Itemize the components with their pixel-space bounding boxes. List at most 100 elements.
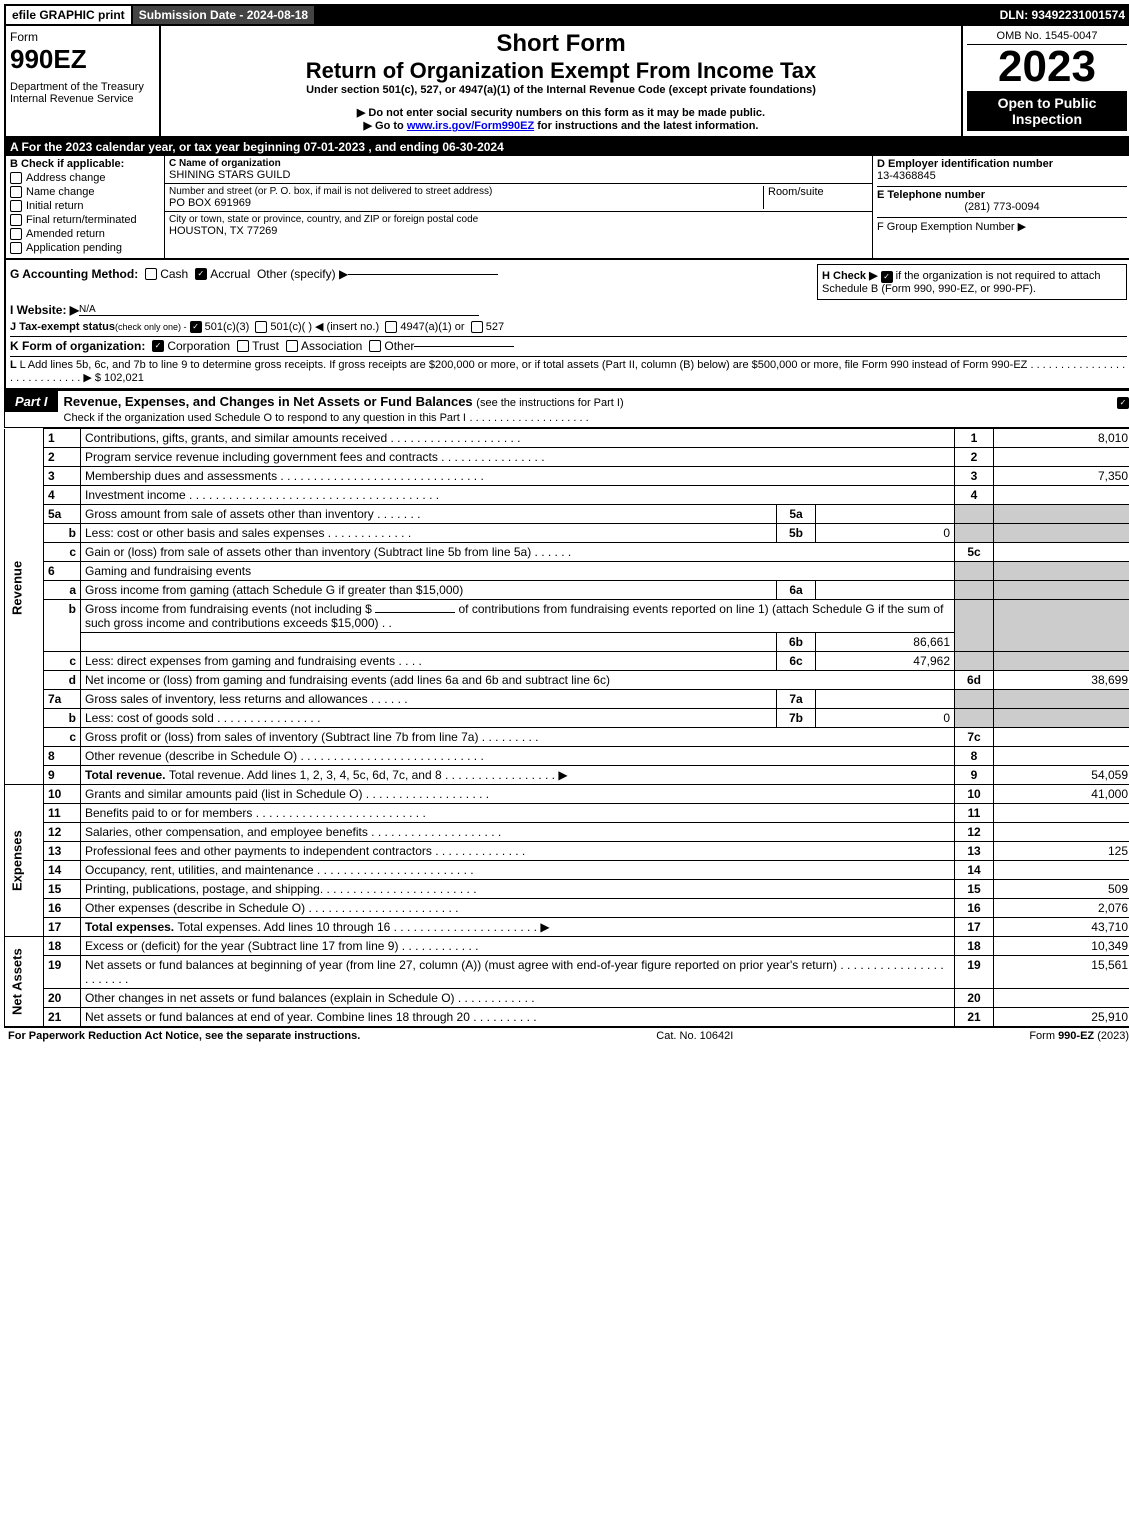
shaded-cell bbox=[955, 524, 994, 543]
check-label: Amended return bbox=[26, 228, 105, 240]
check-pending[interactable]: Application pending bbox=[10, 242, 160, 254]
line-num: 18 bbox=[44, 937, 81, 956]
check-address-change[interactable]: Address change bbox=[10, 172, 160, 184]
line-num: 10 bbox=[44, 785, 81, 804]
box-d: D Employer identification number 13-4368… bbox=[872, 156, 1129, 258]
checkbox-icon[interactable] bbox=[145, 268, 157, 280]
check-name-change[interactable]: Name change bbox=[10, 186, 160, 198]
shaded-cell bbox=[994, 562, 1129, 581]
col-val bbox=[994, 804, 1129, 823]
page-footer: For Paperwork Reduction Act Notice, see … bbox=[4, 1027, 1129, 1044]
j-sub: (check only one) - bbox=[115, 322, 187, 332]
shaded-cell bbox=[955, 562, 994, 581]
checkbox-icon[interactable] bbox=[369, 340, 381, 352]
table-row: 17 Total expenses. Total expenses. Add l… bbox=[5, 918, 1129, 937]
header-left: Form 990EZ Department of the Treasury In… bbox=[6, 26, 161, 136]
col-val bbox=[994, 823, 1129, 842]
col-num: 3 bbox=[955, 467, 994, 486]
check-initial-return[interactable]: Initial return bbox=[10, 200, 160, 212]
col-num: 8 bbox=[955, 747, 994, 766]
table-row: 20 Other changes in net assets or fund b… bbox=[5, 989, 1129, 1008]
open-public-badge: Open to Public Inspection bbox=[967, 91, 1127, 131]
checkbox-icon[interactable] bbox=[255, 321, 267, 333]
col-num: 5c bbox=[955, 543, 994, 562]
checkbox-checked-icon[interactable]: ✓ bbox=[195, 268, 207, 280]
checkbox-icon[interactable] bbox=[385, 321, 397, 333]
table-row: 15 Printing, publications, postage, and … bbox=[5, 880, 1129, 899]
col-num: 18 bbox=[955, 937, 994, 956]
line-desc: Salaries, other compensation, and employ… bbox=[81, 823, 955, 842]
col-num: 9 bbox=[955, 766, 994, 785]
g-cash: Cash bbox=[160, 267, 188, 281]
blank-input[interactable] bbox=[375, 612, 455, 613]
g-accrual: Accrual bbox=[210, 267, 250, 281]
table-row: 5a Gross amount from sale of assets othe… bbox=[5, 505, 1129, 524]
line-desc: Gain or (loss) from sale of assets other… bbox=[81, 543, 955, 562]
box-h: H Check ▶ ✓ if the organization is not r… bbox=[817, 264, 1127, 300]
part1-title: Revenue, Expenses, and Changes in Net As… bbox=[58, 391, 1114, 427]
line-desc: Net assets or fund balances at beginning… bbox=[81, 956, 955, 989]
check-final-return[interactable]: Final return/terminated bbox=[10, 214, 160, 226]
col-val: 10,349 bbox=[994, 937, 1129, 956]
col-val bbox=[994, 543, 1129, 562]
table-row: 11 Benefits paid to or for members . . .… bbox=[5, 804, 1129, 823]
table-row: 4 Investment income . . . . . . . . . . … bbox=[5, 486, 1129, 505]
line-desc: Other changes in net assets or fund bala… bbox=[81, 989, 955, 1008]
line-desc: Net income or (loss) from gaming and fun… bbox=[81, 671, 955, 690]
city-value: HOUSTON, TX 77269 bbox=[169, 225, 868, 237]
row-i: I Website: ▶ N/A bbox=[10, 303, 1127, 317]
mini-num: 5b bbox=[777, 524, 816, 543]
checkbox-icon[interactable] bbox=[471, 321, 483, 333]
row-l: L L Add lines 5b, 6c, and 7b to line 9 t… bbox=[10, 356, 1127, 384]
tax-year: 2023 bbox=[967, 45, 1127, 89]
g-other: Other (specify) ▶ bbox=[257, 267, 348, 281]
line-num: 15 bbox=[44, 880, 81, 899]
col-val bbox=[994, 448, 1129, 467]
check-label: Address change bbox=[26, 172, 106, 184]
part1-checkbox[interactable]: ✓ bbox=[1114, 391, 1129, 412]
checkbox-checked-icon[interactable]: ✓ bbox=[190, 321, 202, 333]
line-desc: Gross income from fundraising events (no… bbox=[81, 600, 955, 633]
line-desc: Benefits paid to or for members . . . . … bbox=[81, 804, 955, 823]
part1-dots: . . . . . . . . . . . . . . . . . . . . bbox=[470, 412, 589, 424]
k-corp: Corporation bbox=[167, 339, 230, 353]
checkbox-icon[interactable] bbox=[286, 340, 298, 352]
shaded-cell bbox=[994, 652, 1129, 671]
ein: 13-4368845 bbox=[877, 170, 1127, 182]
section-a-bar: A For the 2023 calendar year, or tax yea… bbox=[4, 138, 1129, 156]
line-num: 6 bbox=[44, 562, 81, 581]
line-num: 14 bbox=[44, 861, 81, 880]
col-val: 125 bbox=[994, 842, 1129, 861]
efile-label[interactable]: efile GRAPHIC print bbox=[6, 6, 133, 24]
checkbox-checked-icon[interactable]: ✓ bbox=[881, 271, 893, 283]
checkbox-icon[interactable] bbox=[237, 340, 249, 352]
goto-suffix: for instructions and the latest informat… bbox=[534, 120, 758, 132]
mini-val: 47,962 bbox=[816, 652, 955, 671]
col-num: 11 bbox=[955, 804, 994, 823]
mini-num: 7a bbox=[777, 690, 816, 709]
line-desc: Investment income . . . . . . . . . . . … bbox=[81, 486, 955, 505]
desc-inner: Total expenses. Add lines 10 through 16 … bbox=[177, 920, 549, 934]
line-desc: Other revenue (describe in Schedule O) .… bbox=[81, 747, 955, 766]
goto-link[interactable]: www.irs.gov/Form990EZ bbox=[407, 120, 534, 132]
checkbox-checked-icon[interactable]: ✓ bbox=[152, 340, 164, 352]
mini-val bbox=[816, 581, 955, 600]
line-num: b bbox=[44, 524, 81, 543]
g-other-input[interactable] bbox=[348, 274, 498, 275]
line-desc: Less: direct expenses from gaming and fu… bbox=[81, 652, 777, 671]
desc-inner: Total revenue. Add lines 1, 2, 3, 4, 5c,… bbox=[169, 768, 568, 782]
col-val: 43,710 bbox=[994, 918, 1129, 937]
col-num: 14 bbox=[955, 861, 994, 880]
line-num: 16 bbox=[44, 899, 81, 918]
col-num: 21 bbox=[955, 1008, 994, 1027]
table-row: 9 Total revenue. Total revenue. Add line… bbox=[5, 766, 1129, 785]
header-center: Short Form Return of Organization Exempt… bbox=[161, 26, 961, 136]
mini-num: 7b bbox=[777, 709, 816, 728]
c-label: C Name of organization bbox=[169, 158, 868, 169]
k-other-input[interactable] bbox=[414, 346, 514, 347]
check-amended[interactable]: Amended return bbox=[10, 228, 160, 240]
city-label: City or town, state or province, country… bbox=[169, 214, 868, 225]
col-val: 25,910 bbox=[994, 1008, 1129, 1027]
box-b-title: B Check if applicable: bbox=[10, 158, 160, 170]
line-num: 4 bbox=[44, 486, 81, 505]
